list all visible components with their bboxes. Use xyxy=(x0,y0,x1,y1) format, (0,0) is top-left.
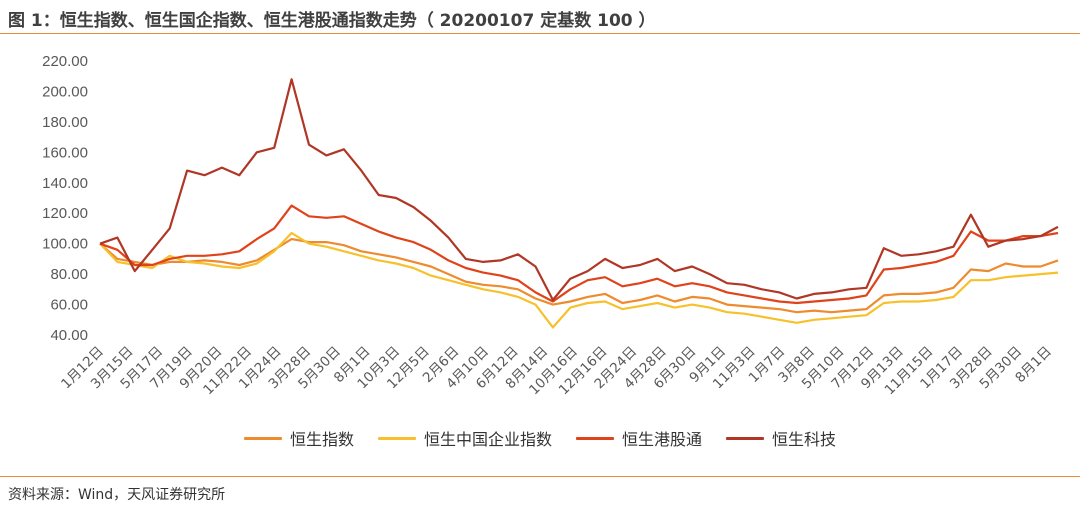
series-line xyxy=(99,204,1059,305)
y-axis: 220.00 200.00 180.00 160.00 140.00 120.00 100.… xyxy=(42,53,88,344)
legend-swatch xyxy=(377,436,416,440)
footer-divider xyxy=(0,476,1080,477)
header-divider xyxy=(0,33,1080,34)
legend-label: 恒生中国企业指数 xyxy=(423,430,552,449)
y-tick-label: 200.00 xyxy=(42,83,88,100)
chart-title: 图 1：恒生指数、恒生国企指数、恒生港股通指数走势（ 20200107 定基数 … xyxy=(8,11,656,31)
y-tick-label: 60.00 xyxy=(50,297,88,314)
series-line xyxy=(99,78,1059,302)
legend-item: 恒生科技 xyxy=(726,426,836,450)
legend-label: 恒生港股通 xyxy=(622,430,703,449)
legend-item: 恒生港股通 xyxy=(576,426,702,450)
y-tick-label: 40.00 xyxy=(50,327,88,344)
y-tick-label: 180.00 xyxy=(42,114,88,131)
y-tick-label: 80.00 xyxy=(50,266,88,283)
chart-legend: 恒生指数 恒生中国企业指数 恒生港股通 恒生科技 xyxy=(0,426,1080,450)
legend-item: 恒生指数 xyxy=(243,426,354,450)
series-lines xyxy=(99,78,1059,329)
y-tick-label: 120.00 xyxy=(42,205,88,222)
x-axis: 1月12日3月15日5月17日7月19日9月20日11月22日1月24日3月28… xyxy=(58,344,1055,399)
legend-item: 恒生中国企业指数 xyxy=(377,426,552,450)
y-tick-label: 160.00 xyxy=(42,144,88,161)
legend-label: 恒生科技 xyxy=(772,430,837,449)
legend-swatch xyxy=(576,436,614,440)
legend-label: 恒生指数 xyxy=(289,430,354,449)
legend-swatch xyxy=(243,436,282,440)
y-tick-label: 100.00 xyxy=(42,236,88,253)
line-chart: 220.00 200.00 180.00 160.00 140.00 120.00 100.… xyxy=(42,53,1059,399)
y-tick-label: 140.00 xyxy=(42,175,88,192)
legend-swatch xyxy=(726,436,765,440)
source-note: 资料来源：Wind，天风证券研究所 xyxy=(8,487,226,503)
series-line xyxy=(99,231,1059,329)
series-line xyxy=(99,238,1059,314)
y-tick-label: 220.00 xyxy=(42,53,88,70)
